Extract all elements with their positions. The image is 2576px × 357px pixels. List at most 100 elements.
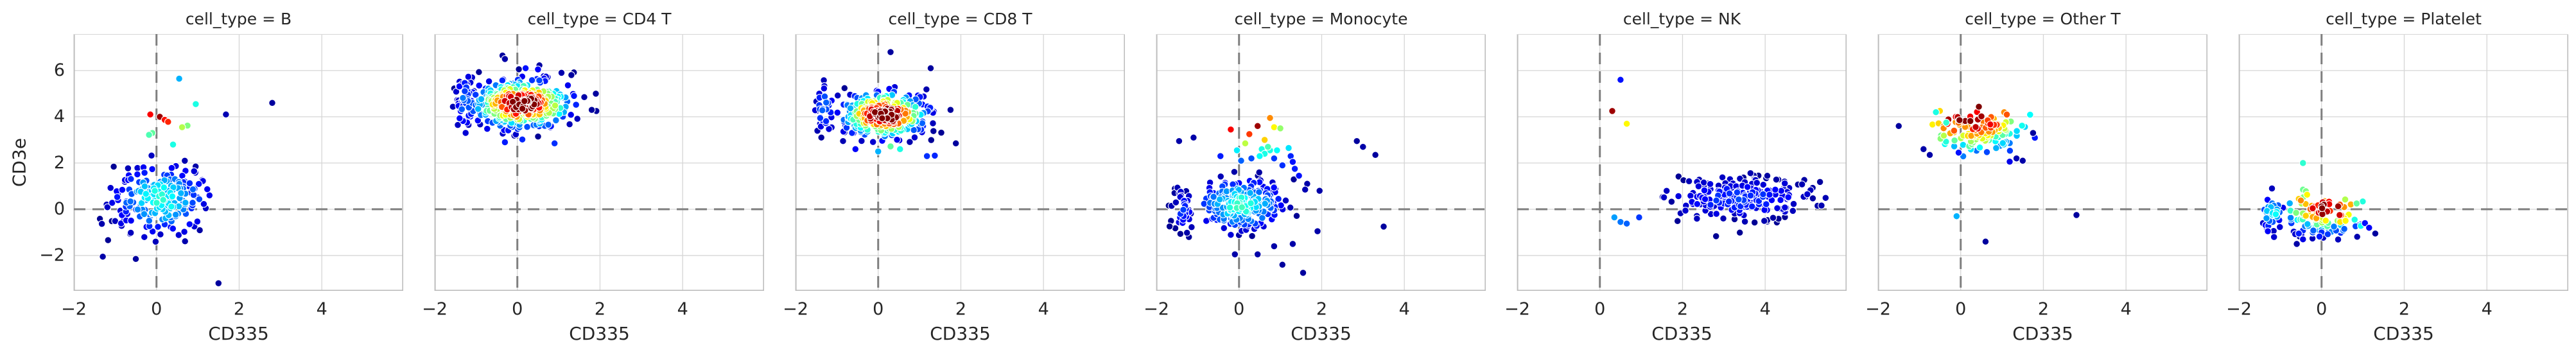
scatter-point (498, 76, 507, 85)
x-tick-label: 2 (955, 299, 967, 319)
scatter-point (2365, 223, 2373, 232)
x-tick-label: 0 (1233, 299, 1245, 319)
scatter-point (142, 190, 150, 198)
scatter-point (848, 129, 856, 137)
x-tick-label: −2 (422, 299, 448, 319)
grid-lines (73, 34, 403, 291)
scatter-point (1275, 195, 1282, 203)
scatter-point (833, 91, 842, 100)
scatter-point (910, 134, 919, 141)
scatter-point (1951, 136, 1958, 144)
scatter-point (154, 223, 162, 231)
scatter-point (1248, 232, 1256, 240)
scatter-point (1220, 224, 1228, 232)
scatter-point (1954, 148, 1963, 157)
grid-lines (795, 34, 1125, 291)
scatter-point (2342, 217, 2349, 225)
axes-spines (1878, 34, 2208, 292)
scatter-point (820, 84, 828, 92)
scatter-point (887, 143, 894, 150)
scatter-point (1286, 204, 1294, 212)
scatter-point (1273, 146, 1281, 154)
scatter-point (1635, 213, 1643, 222)
scatter-point (1270, 154, 1278, 162)
scatter-point (1165, 222, 1174, 231)
plot-area (1156, 34, 1486, 292)
scatter-point (1260, 136, 1269, 144)
axes-spines (74, 34, 404, 292)
scatter-point (587, 106, 596, 114)
x-axis-label: CD335 (1651, 323, 1712, 344)
scatter-point (2073, 211, 2080, 219)
scatter-point (1926, 151, 1934, 159)
panel-title: cell_type = Other T (1965, 10, 2121, 28)
scatter-point (2322, 216, 2330, 225)
scatter-point (896, 145, 904, 153)
x-tick-label: 4 (2120, 299, 2132, 319)
scatter-point (483, 125, 491, 133)
scatter-point (568, 71, 575, 79)
scatter-point (1623, 220, 1631, 228)
y-tick-label: −2 (39, 245, 65, 265)
scatter-point (2303, 220, 2311, 228)
x-tick-label: 2 (2037, 299, 2049, 319)
scatter-point (520, 97, 528, 105)
plot-area (2238, 34, 2569, 292)
scatter-points (811, 48, 960, 160)
scatter-point (1789, 200, 1798, 208)
scatter-point (104, 236, 112, 244)
scatter-point (1248, 154, 1255, 162)
y-tick-label: 0 (53, 198, 65, 219)
facet-panel-monocyte: cell_type = Monocyte −2 0 2 4 CD335 (1144, 0, 1486, 357)
scatter-point (1741, 218, 1749, 225)
x-tick-label: −2 (1144, 299, 1169, 319)
scatter-point (118, 186, 126, 194)
scatter-point (1371, 151, 1379, 159)
scatter-point (157, 231, 164, 238)
scatter-point (168, 193, 177, 200)
scatter-point (1246, 189, 1254, 197)
scatter-point (2341, 195, 2349, 204)
scatter-point (1295, 171, 1303, 180)
scatter-point (1942, 119, 1951, 126)
scatter-point (1978, 112, 1985, 121)
facet-panel-platelet: cell_type = Platelet −2 0 2 4 CD335 (2226, 0, 2569, 357)
scatter-point (833, 109, 842, 117)
scatter-point (1216, 152, 1224, 160)
reference-lines (74, 34, 403, 291)
panel-title: cell_type = CD4 T (527, 10, 672, 28)
scatter-point (851, 145, 860, 153)
scatter-point (2353, 232, 2362, 241)
scatter-point (534, 65, 542, 73)
reference-lines (1878, 34, 2207, 291)
scatter-point (929, 119, 937, 127)
scatter-point (567, 110, 575, 119)
scatter-point (1233, 146, 1241, 154)
grid-lines (1877, 34, 2207, 291)
scatter-point (1986, 120, 1994, 128)
scatter-point (1772, 175, 1780, 184)
scatter-point (1237, 157, 1245, 165)
scatter-point (152, 238, 160, 246)
grid-lines (1517, 34, 1847, 291)
scatter-point (1766, 191, 1773, 199)
facet-panel-cd8-t: cell_type = CD8 T −2 0 2 4 CD335 (783, 0, 1126, 357)
scatter-point (192, 100, 200, 108)
scatter-point (1822, 194, 1830, 202)
scatter-point (181, 198, 189, 207)
scatter-point (145, 216, 153, 225)
scatter-point (1701, 195, 1709, 204)
scatter-point (1809, 195, 1817, 202)
scatter-point (550, 139, 559, 148)
scatter-point (1773, 204, 1781, 213)
scatter-point (1719, 214, 1727, 223)
scatter-point (146, 110, 154, 119)
scatter-point (1712, 196, 1720, 205)
scatter-point (1816, 178, 1824, 186)
scatter-points (449, 51, 600, 148)
scatter-point (1217, 173, 1225, 180)
grid-lines (1156, 34, 1486, 291)
scatter-point (1359, 143, 1367, 151)
scatter-point (126, 197, 135, 205)
x-tick-label: −2 (1865, 299, 1891, 319)
